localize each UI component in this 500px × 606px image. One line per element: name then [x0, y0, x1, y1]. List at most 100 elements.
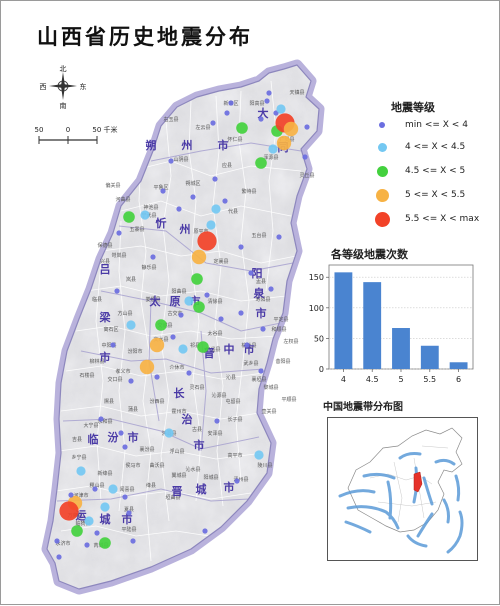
legend-label: 4 <= X < 4.5 [405, 142, 466, 152]
county-label: 石楼县 [79, 372, 94, 379]
earthquake-point [122, 494, 128, 500]
city-region-label: 城 [196, 482, 207, 496]
county-label: 定襄县 [213, 258, 228, 265]
compass-south-label: 南 [60, 101, 67, 109]
earthquake-point [94, 530, 100, 536]
legend-item: 4.5 <= X < 5 [373, 161, 465, 181]
scale-right-label: 50 千米 [92, 125, 117, 134]
county-label: 平定县 [273, 316, 288, 323]
earthquake-point [276, 135, 292, 151]
city-region-label: 市 [122, 512, 133, 526]
county-label: 左云县 [195, 124, 210, 131]
county-label: 稷山县 [89, 482, 104, 489]
earthquake-point [214, 418, 220, 424]
county-label: 清徐县 [207, 298, 222, 305]
earthquake-point [168, 158, 174, 164]
city-region-label: 忻 [156, 216, 167, 230]
city-region-label: 城 [100, 512, 111, 526]
county-label: 代县 [228, 208, 238, 215]
earthquake-point [268, 144, 278, 154]
earthquake-point [211, 204, 221, 214]
earthquake-point [276, 234, 282, 240]
county-label: 泽州县 [233, 476, 248, 483]
earthquake-point [218, 316, 224, 322]
earthquake-point [212, 176, 218, 182]
legend-item: 5.5 <= X < max [373, 209, 479, 229]
earthquake-point [160, 188, 166, 194]
scale-left-label: 50 [35, 126, 44, 134]
earthquake-point [202, 528, 208, 534]
y-tick-label: 100 [309, 304, 324, 313]
city-region-label: 市 [218, 138, 229, 152]
county-label: 侯马市 [125, 462, 140, 469]
county-label: 安泽县 [207, 430, 222, 437]
earthquake-point [99, 537, 111, 549]
legend-swatch-icon [376, 165, 388, 177]
county-label: 五寨县 [129, 226, 144, 233]
county-label: 平遥县 [205, 346, 220, 353]
county-label: 静乐县 [141, 264, 156, 271]
y-tick-label: 150 [309, 273, 324, 282]
county-label: 绛县 [146, 482, 156, 489]
earthquake-point [170, 334, 176, 340]
county-label: 翼城县 [171, 472, 186, 479]
city-region-label: 长 [174, 386, 186, 400]
earthquake-point [264, 98, 270, 104]
compass-west-label: 西 [40, 83, 47, 91]
county-label: 离石区 [103, 326, 118, 333]
compass-rose-icon: 北 南 西 东 [40, 65, 87, 109]
city-region-label: 临 [88, 432, 99, 446]
county-label: 屯留县 [225, 398, 240, 405]
county-label: 岢岚县 [111, 252, 126, 259]
earthquake-point [210, 120, 216, 126]
earthquake-point [191, 273, 203, 285]
county-label: 浮山县 [169, 448, 184, 455]
county-label: 中阳县 [101, 342, 116, 349]
legend-swatch-icon [379, 122, 385, 128]
county-label: 山阴县 [173, 156, 188, 163]
earthquake-point [178, 344, 188, 354]
county-label: 河津市 [73, 492, 88, 499]
city-region-label: 吕 [100, 263, 111, 276]
county-label: 交口县 [107, 376, 122, 383]
earthquake-point [108, 484, 118, 494]
earthquake-point [126, 320, 136, 330]
earthquake-point [204, 292, 210, 298]
county-label: 高平市 [227, 452, 242, 459]
earthquake-point [283, 121, 299, 137]
earthquake-point [123, 211, 135, 223]
county-label: 原平市 [193, 228, 208, 235]
earthquake-point [268, 286, 274, 292]
inset-title: 中国地震带分布图 [323, 402, 403, 413]
earthquake-point [255, 157, 267, 169]
x-tick-label: 5.5 [423, 375, 436, 384]
earthquake-point [184, 296, 194, 306]
county-label: 大宁县 [83, 422, 98, 429]
county-label: 临猗县 [75, 520, 90, 527]
county-label: 曲沃县 [149, 462, 164, 469]
county-label: 右玉县 [163, 116, 178, 123]
county-label: 保德县 [97, 242, 112, 249]
earthquake-point [76, 466, 86, 476]
earthquake-point [197, 231, 217, 251]
earthquake-point [128, 378, 134, 384]
city-region-label: 晋 [204, 347, 215, 360]
earthquake-point [224, 110, 230, 116]
earthquake-point [238, 244, 244, 250]
county-label: 介休市 [169, 364, 184, 371]
y-tick-label: 0 [319, 365, 324, 374]
county-label: 岚县 [126, 276, 136, 283]
earthquake-point [236, 122, 248, 134]
earthquake-point [186, 370, 192, 376]
county-label: 左权县 [283, 338, 298, 345]
earthquake-point [154, 374, 160, 380]
county-label: 乡宁县 [71, 454, 86, 461]
county-label: 方山县 [117, 310, 132, 317]
city-region-label: 市 [244, 342, 255, 356]
legend-title: 地震等级 [391, 101, 435, 114]
county-label: 娄烦县 [145, 296, 160, 303]
legend-swatch-icon [374, 211, 390, 227]
county-label: 朔城区 [185, 180, 200, 187]
earthquake-point [228, 100, 234, 106]
